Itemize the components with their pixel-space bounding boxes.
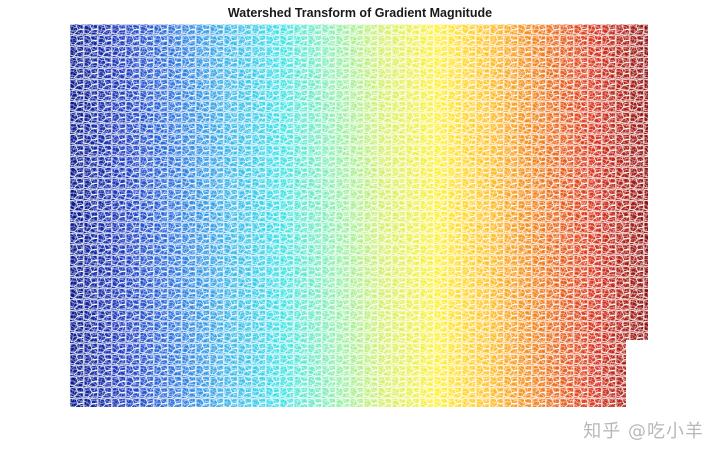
watermark-text: 知乎 @吃小羊 (583, 421, 704, 442)
figure-title: Watershed Transform of Gradient Magnitud… (227, 6, 493, 20)
watershed-ridges-fine (70, 24, 648, 407)
watershed-image (70, 24, 648, 407)
